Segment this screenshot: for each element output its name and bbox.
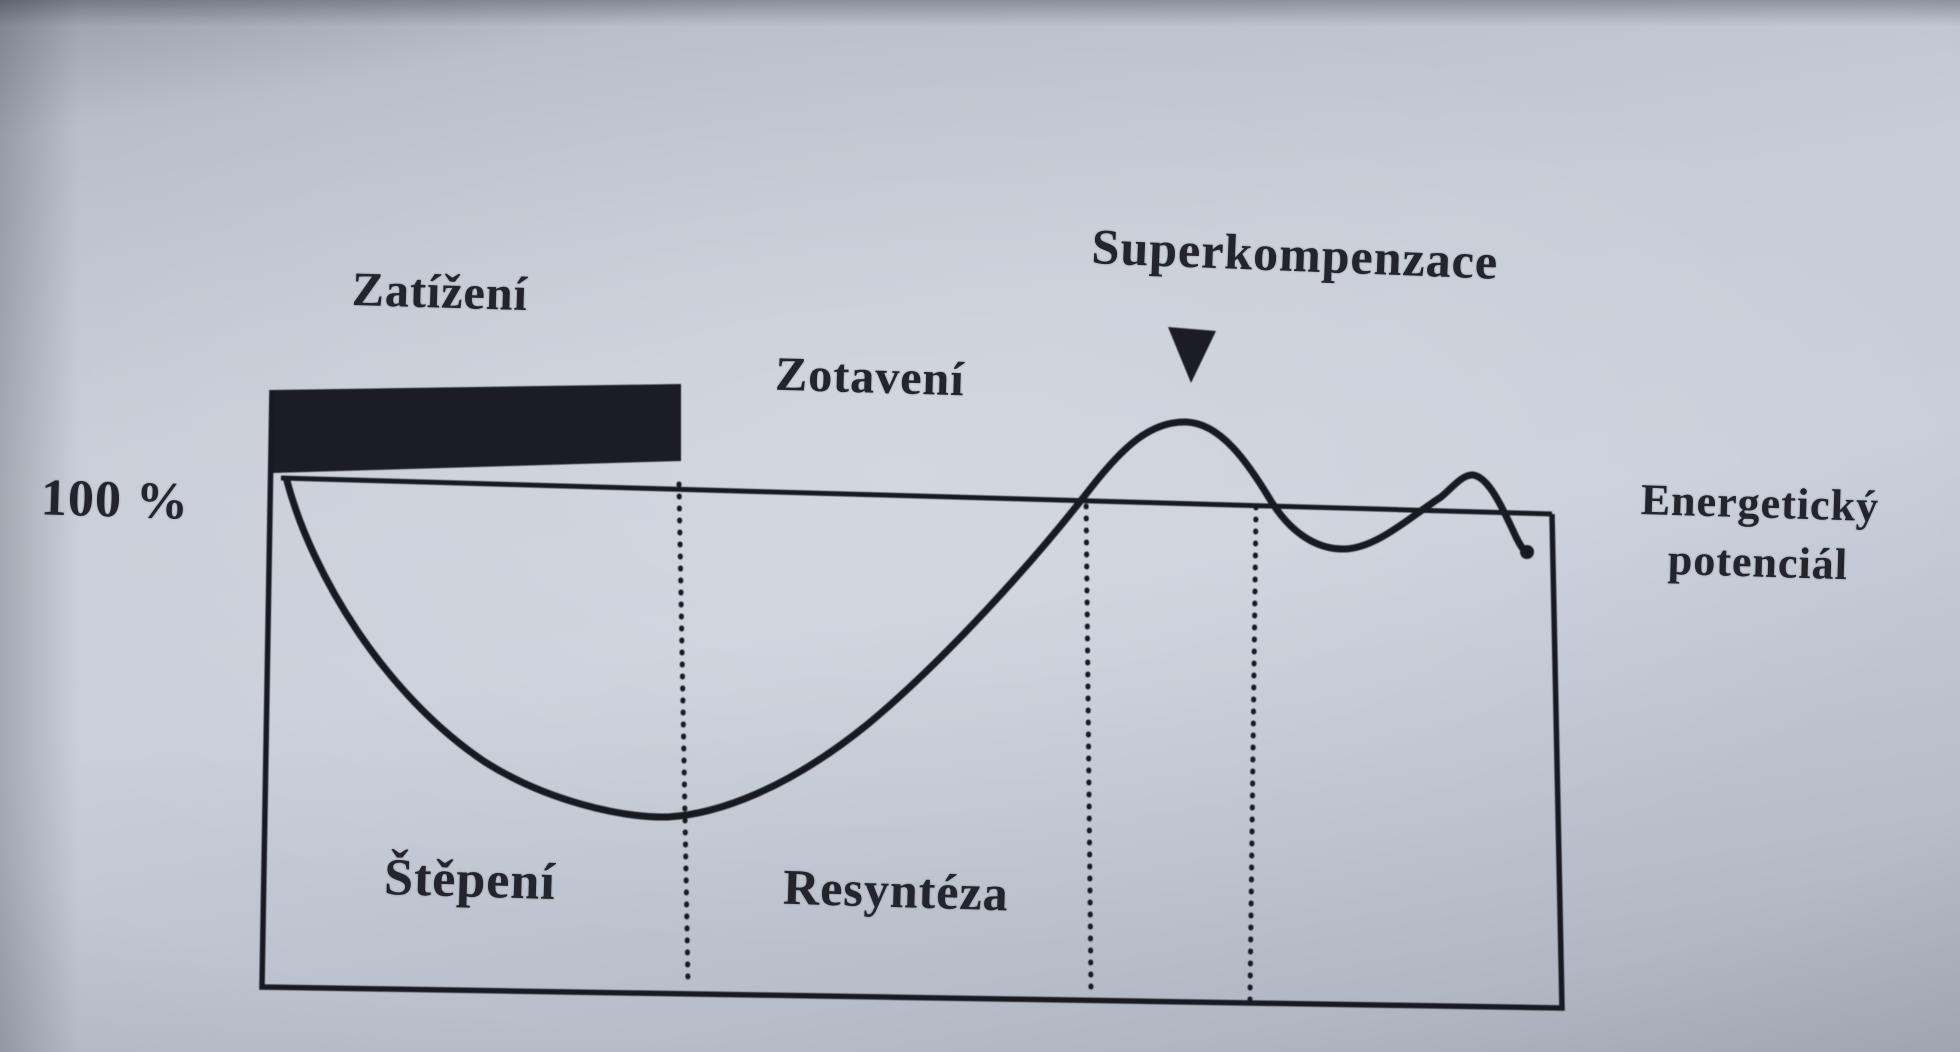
energy-potential-curve — [283, 418, 1531, 821]
label-splitting: Štěpení — [383, 848, 557, 912]
label-resynthesis: Resyntéza — [782, 858, 1010, 922]
label-load: Zatížení — [351, 262, 529, 322]
dotted-line-crossing-up — [1083, 491, 1094, 994]
label-baseline-100: 100 % — [40, 469, 190, 531]
supercompensation-marker-icon — [1168, 327, 1216, 383]
label-recovery: Zotavení — [774, 347, 966, 407]
label-energy-potential-line1: Energetický — [1640, 474, 1880, 532]
frame-border — [259, 389, 1565, 1011]
dotted-line-crossing-down — [1247, 504, 1259, 1002]
dotted-line-end-of-load — [676, 481, 691, 986]
load-bar — [272, 384, 681, 473]
baseline-100-line — [280, 475, 1553, 517]
label-energy-potential-line2: potenciál — [1667, 534, 1849, 590]
curve-end-blob — [1520, 545, 1534, 559]
